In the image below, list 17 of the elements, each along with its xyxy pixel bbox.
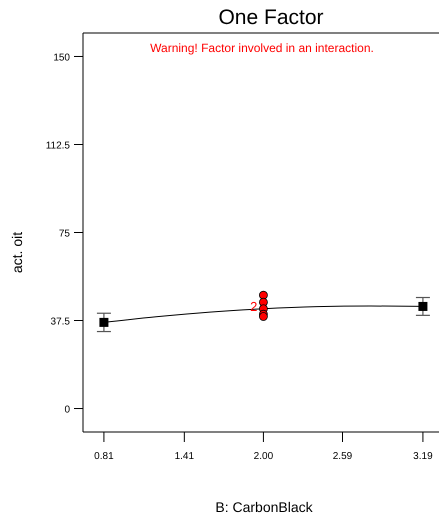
point	[418, 302, 428, 311]
x-tick-label: 1.41	[174, 451, 194, 462]
x-tick-label: 2.00	[254, 451, 274, 462]
point	[259, 312, 268, 321]
x-tick-label: 2.59	[332, 451, 353, 462]
y-tick-label: 150	[53, 52, 70, 64]
y-tick-label: 112.5	[46, 140, 70, 152]
y-tick-label: 37.5	[50, 316, 70, 328]
y-tick-label: 75	[58, 228, 70, 240]
x-axis-title: B: CarbonBlack	[215, 499, 314, 515]
y-tick-label: 0	[64, 404, 70, 416]
x-tick-label: 3.19	[413, 451, 434, 462]
point	[99, 318, 108, 327]
x-tick-label: 0.81	[94, 451, 114, 462]
y-axis-title: act. oit	[9, 232, 25, 274]
chart-title: One Factor	[218, 6, 324, 29]
annotation: Warning! Factor involved in an interaction.	[150, 41, 374, 55]
